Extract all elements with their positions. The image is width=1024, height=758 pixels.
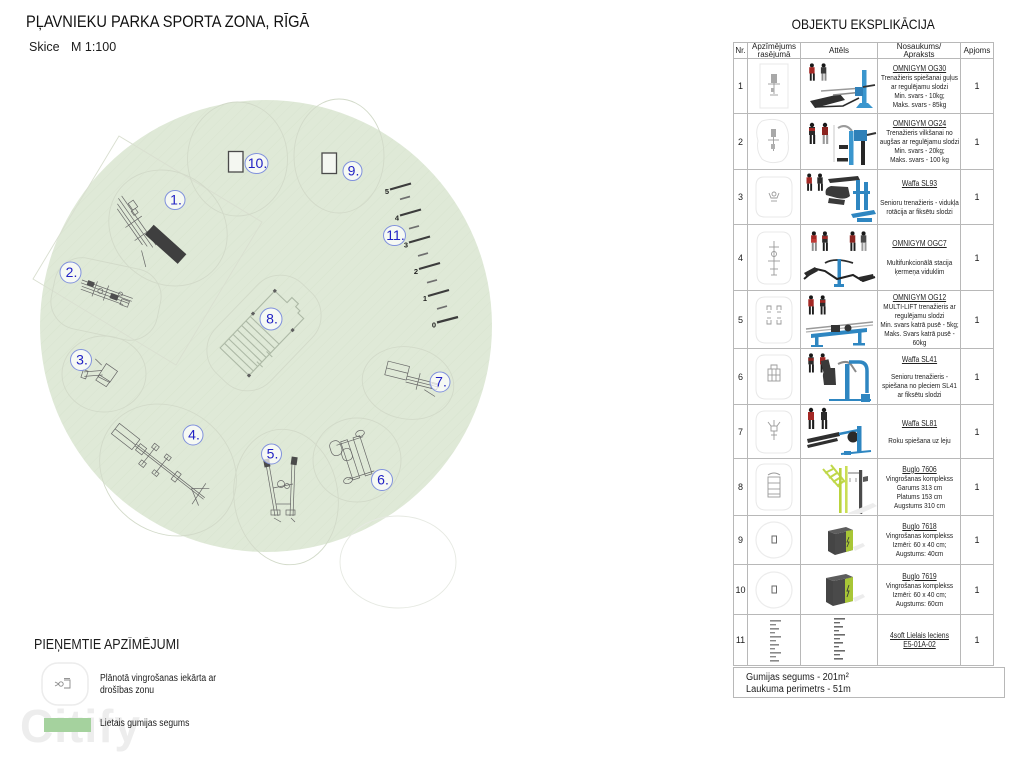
svg-text:7.: 7. <box>435 374 447 390</box>
svg-text:1: 1 <box>423 294 427 303</box>
svg-text:4.: 4. <box>188 427 200 443</box>
svg-text:5: 5 <box>385 187 389 196</box>
svg-text:2: 2 <box>414 267 418 276</box>
svg-text:9.: 9. <box>348 163 360 179</box>
svg-text:2.: 2. <box>66 264 78 280</box>
svg-text:10.: 10. <box>248 155 267 171</box>
svg-text:0: 0 <box>432 321 436 330</box>
svg-text:4: 4 <box>395 214 400 223</box>
svg-text:1.: 1. <box>170 192 182 208</box>
svg-text:6.: 6. <box>377 472 389 488</box>
svg-text:5.: 5. <box>267 446 279 462</box>
svg-text:8.: 8. <box>266 311 278 327</box>
svg-text:11.: 11. <box>386 227 404 243</box>
svg-text:3: 3 <box>404 241 408 250</box>
svg-text:3.: 3. <box>76 352 88 368</box>
